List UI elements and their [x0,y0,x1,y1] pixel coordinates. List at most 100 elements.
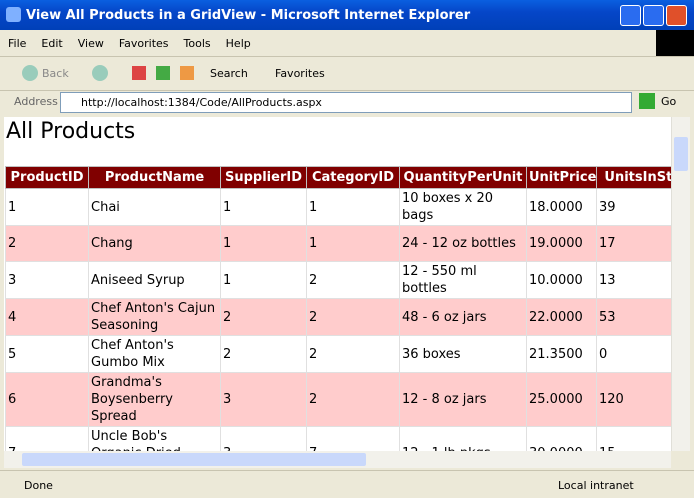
close-button[interactable] [666,5,687,26]
back-icon [22,65,38,81]
grid-row: 5 Chef Anton's Gumbo Mix 2 2 36 boxes 21.3500… [5,335,671,373]
grid-cell: Aniseed Syrup [88,261,221,299]
grid-cell: 21.3500 [526,335,597,373]
toolbar: Back Search Favorites [0,57,694,91]
menu-item[interactable]: Tools [183,37,211,50]
grid-cell: 1 [5,188,89,226]
grid-row: 2 Chang 1 1 24 - 12 oz bottles 19.0000 17 [5,225,671,262]
menu-item[interactable]: Edit [41,37,63,50]
scroll-thumb[interactable] [22,453,366,466]
address-field[interactable]: http://localhost:1384/Code/AllProducts.a… [60,92,632,113]
windows-logo [656,30,694,56]
back-button[interactable]: Back [42,67,69,80]
grid-cell: 18.0000 [526,188,597,226]
grid-cell: 19.0000 [526,225,597,262]
grid-row: 3 Aniseed Syrup 1 2 12 - 550 ml bottles 10.00… [5,261,671,299]
home-button[interactable] [180,66,194,80]
grid-cell: 4 [5,298,89,336]
grid-cell: 48 - 6 oz jars [399,298,527,336]
url-text: http://localhost:1384/Code/AllProducts.a… [81,96,322,109]
column-header: ProductName [88,166,221,189]
grid-cell: 2 [5,225,89,262]
column-header: UnitPrice [526,166,597,189]
grid-cell: 39 [596,188,671,226]
address-label: Address [14,95,58,108]
grid-cell: 1 [220,225,307,262]
grid-cell: 24 - 12 oz bottles [399,225,527,262]
search-button[interactable]: Search [210,67,248,80]
grid-cell: 30.0000 [526,426,597,451]
grid-cell: 10.0000 [526,261,597,299]
grid-cell: Chef Anton's Cajun Seasoning [88,298,221,336]
grid-cell: 2 [220,335,307,373]
column-header: CategoryID [306,166,400,189]
column-header: UnitsInStock [596,166,671,189]
grid-cell: 25.0000 [526,372,597,427]
grid-cell: Chai [88,188,221,226]
grid-cell: 1 [220,188,307,226]
grid-cell: 2 [220,298,307,336]
grid-cell: 10 boxes x 20 bags [399,188,527,226]
grid-cell: 2 [306,335,400,373]
window-title: View All Products in a GridView - Micros… [26,8,471,23]
grid-cell: 15 [596,426,671,451]
grid-cell: 1 [306,188,400,226]
page-content: All Products ProductID ProductName Supplie… [4,117,671,451]
refresh-button[interactable] [156,66,170,80]
grid-row: 4 Chef Anton's Cajun Seasoning 2 2 48 - 6 oz… [5,298,671,336]
grid-cell: 12 - 550 ml bottles [399,261,527,299]
forward-button[interactable] [92,65,108,81]
menu-item[interactable]: Help [225,37,251,50]
grid-cell: Chef Anton's Gumbo Mix [88,335,221,373]
status-text: Done [24,479,53,492]
grid-cell: 7 [306,426,400,451]
grid-cell: 36 boxes [399,335,527,373]
grid-cell: 53 [596,298,671,336]
grid-cell: 1 [220,261,307,299]
grid-cell: 7 [5,426,89,451]
grid-cell: Uncle Bob's Organic Dried Pears [88,426,221,451]
grid-row: 7Uncle Bob's Organic Dried Pears3712 - 1… [5,426,671,451]
grid-cell: 0 [596,335,671,373]
vertical-scrollbar[interactable] [671,117,690,451]
app-icon [6,7,21,22]
column-header: SupplierID [220,166,307,189]
grid-cell: 17 [596,225,671,262]
menu-item[interactable]: File [8,37,27,50]
security-zone: Local intranet [558,479,634,492]
maximize-button[interactable] [643,5,664,26]
menu-item[interactable]: Favorites [118,37,169,50]
menu-bar: File Edit View Favorites Tools Help [0,30,694,57]
favorites-button[interactable]: Favorites [275,67,325,80]
grid-cell: 3 [220,372,307,427]
grid-row: 6 Grandma's Boysenberry Spread 3 2 12 - 8 oz… [5,372,671,427]
grid-cell: 3 [5,261,89,299]
status-bar: Done Local intranet [0,470,694,498]
grid-cell: Chang [88,225,221,262]
go-icon [639,93,655,109]
column-header: ProductID [5,166,89,189]
grid-cell: 22.0000 [526,298,597,336]
stop-button[interactable] [132,66,146,80]
address-bar: Address http://localhost:1384/Code/AllPr… [0,91,694,114]
title-bar: View All Products in a GridView - Micros… [0,0,694,30]
grid-cell: Grandma's Boysenberry Spread [88,372,221,427]
minimize-button[interactable] [620,5,641,26]
grid-cell: 2 [306,372,400,427]
menu-item[interactable]: View [77,37,104,50]
header-row: ProductID ProductName SupplierID CategoryID… [5,166,671,189]
grid-cell: 12 - 8 oz jars [399,372,527,427]
grid-cell: 13 [596,261,671,299]
grid-cell: 120 [596,372,671,427]
horizontal-scrollbar[interactable] [4,451,671,468]
scroll-thumb[interactable] [674,137,688,171]
grid-cell: 12 - 1 lb pkgs. [399,426,527,451]
products-grid: ProductID ProductName SupplierID CategoryID… [5,166,671,451]
go-button[interactable]: Go [661,95,677,108]
grid-row: 1 Chai 1 1 10 boxes x 20 bags 18.0000 39 [5,188,671,226]
grid-cell: 1 [306,225,400,262]
grid-cell: 6 [5,372,89,427]
column-header: QuantityPerUnit [399,166,527,189]
grid-cell: 2 [306,298,400,336]
